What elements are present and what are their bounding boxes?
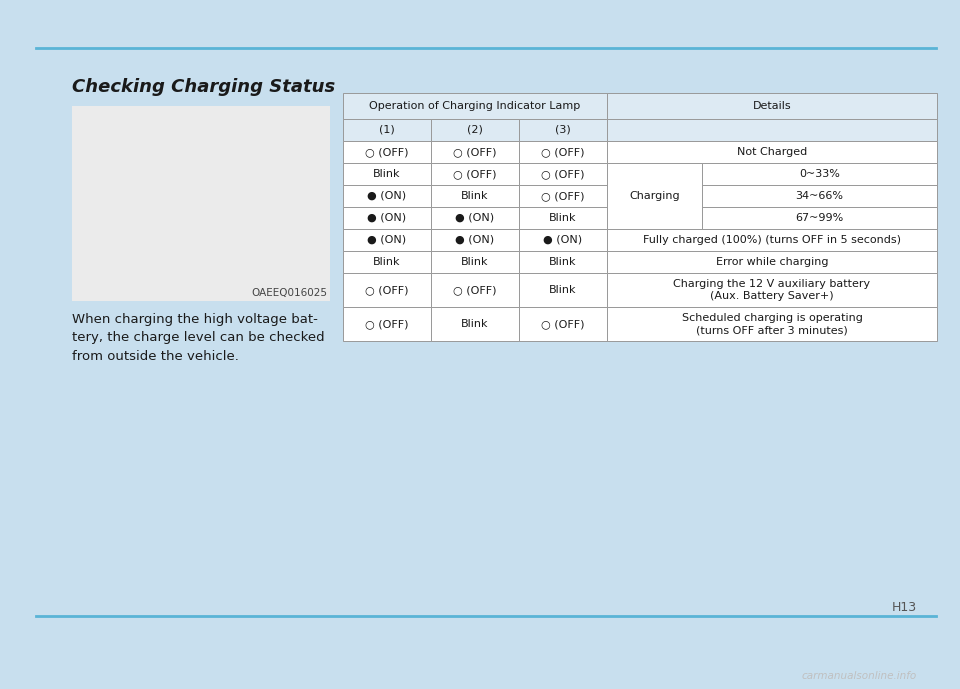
Text: Charging the 12 V auxiliary battery
(Aux. Battery Saver+): Charging the 12 V auxiliary battery (Aux… <box>673 278 871 301</box>
Text: 34~66%: 34~66% <box>796 191 844 201</box>
Text: OAEEQ016025: OAEEQ016025 <box>251 288 327 298</box>
Text: Operation of Charging Indicator Lamp: Operation of Charging Indicator Lamp <box>370 101 581 111</box>
Bar <box>431 307 519 341</box>
Bar <box>519 273 607 307</box>
Text: 67~99%: 67~99% <box>796 213 844 223</box>
Bar <box>607 229 937 251</box>
Bar <box>431 273 519 307</box>
Bar <box>431 185 519 207</box>
Text: When charging the high voltage bat-
tery, the charge level can be checked
from o: When charging the high voltage bat- tery… <box>72 313 324 363</box>
Text: ○ (OFF): ○ (OFF) <box>453 147 496 157</box>
Text: ○ (OFF): ○ (OFF) <box>365 285 409 295</box>
Bar <box>702 185 937 207</box>
Text: ○ (OFF): ○ (OFF) <box>541 319 585 329</box>
Text: carmanualsonline.info: carmanualsonline.info <box>802 670 917 681</box>
Text: Blink: Blink <box>461 191 489 201</box>
Text: ○ (OFF): ○ (OFF) <box>453 169 496 179</box>
Text: Fully charged (100%) (turns OFF in 5 seconds): Fully charged (100%) (turns OFF in 5 sec… <box>643 235 901 245</box>
Text: H13: H13 <box>892 601 917 614</box>
Text: Blink: Blink <box>461 257 489 267</box>
Text: Blink: Blink <box>461 319 489 329</box>
Text: ● (ON): ● (ON) <box>455 213 494 223</box>
Bar <box>343 141 431 163</box>
Bar <box>607 93 937 119</box>
Bar <box>343 163 431 185</box>
Bar <box>519 307 607 341</box>
Bar <box>431 163 519 185</box>
Bar <box>343 273 431 307</box>
Bar <box>702 163 937 185</box>
Text: Charging: Charging <box>629 191 680 201</box>
Text: ● (ON): ● (ON) <box>543 235 583 245</box>
Bar <box>72 106 330 301</box>
Text: 0~33%: 0~33% <box>799 169 840 179</box>
Bar <box>519 185 607 207</box>
Bar <box>519 207 607 229</box>
Bar <box>343 93 607 119</box>
Text: Scheduled charging is operating
(turns OFF after 3 minutes): Scheduled charging is operating (turns O… <box>682 313 862 336</box>
Text: ○ (OFF): ○ (OFF) <box>541 169 585 179</box>
Bar <box>431 141 519 163</box>
Bar <box>519 229 607 251</box>
Bar <box>702 207 937 229</box>
Bar <box>343 207 431 229</box>
Text: ○ (OFF): ○ (OFF) <box>365 319 409 329</box>
Text: ○ (OFF): ○ (OFF) <box>541 147 585 157</box>
Text: Checking Charging Status: Checking Charging Status <box>72 78 335 96</box>
Text: ● (ON): ● (ON) <box>455 235 494 245</box>
Text: (1): (1) <box>379 125 395 135</box>
Text: (3): (3) <box>555 125 571 135</box>
Bar <box>519 251 607 273</box>
Text: Blink: Blink <box>549 213 577 223</box>
Bar <box>519 141 607 163</box>
Text: ○ (OFF): ○ (OFF) <box>365 147 409 157</box>
Bar <box>431 119 519 141</box>
Text: Blink: Blink <box>549 285 577 295</box>
Text: Blink: Blink <box>373 257 400 267</box>
Bar <box>519 163 607 185</box>
Bar <box>343 119 431 141</box>
Bar <box>431 251 519 273</box>
Text: Blink: Blink <box>549 257 577 267</box>
Bar <box>607 273 937 307</box>
Bar <box>607 141 937 163</box>
Bar <box>607 163 702 229</box>
Bar <box>343 185 431 207</box>
Text: ● (ON): ● (ON) <box>368 213 407 223</box>
Bar <box>343 251 431 273</box>
Bar <box>431 207 519 229</box>
Text: (2): (2) <box>468 125 483 135</box>
Text: Blink: Blink <box>373 169 400 179</box>
Text: Not Charged: Not Charged <box>737 147 807 157</box>
Bar <box>607 119 937 141</box>
Text: ● (ON): ● (ON) <box>368 235 407 245</box>
Text: ● (ON): ● (ON) <box>368 191 407 201</box>
Bar <box>607 307 937 341</box>
Bar <box>519 119 607 141</box>
Text: Error while charging: Error while charging <box>716 257 828 267</box>
Bar <box>343 307 431 341</box>
Text: ○ (OFF): ○ (OFF) <box>453 285 496 295</box>
Text: ○ (OFF): ○ (OFF) <box>541 191 585 201</box>
Bar <box>343 229 431 251</box>
Bar <box>431 229 519 251</box>
Text: Details: Details <box>753 101 791 111</box>
Bar <box>607 251 937 273</box>
